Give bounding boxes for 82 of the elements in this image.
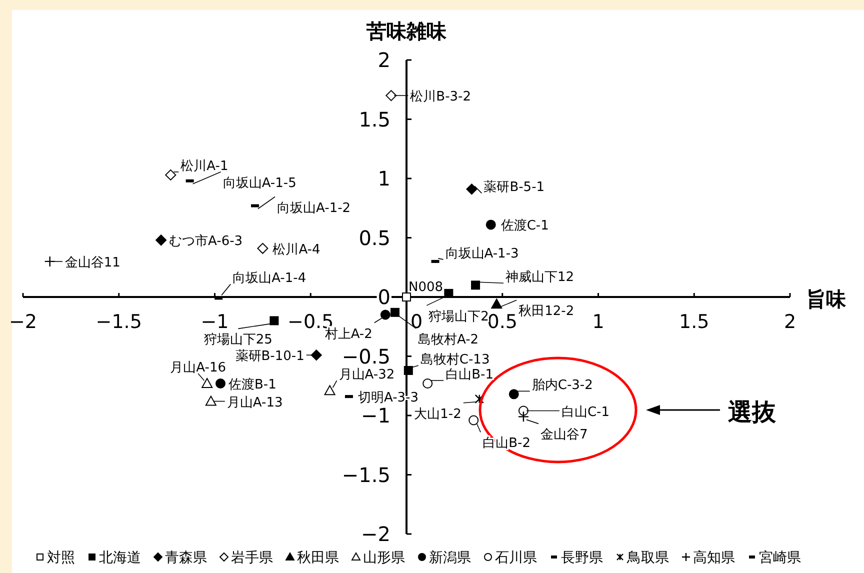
annotation: 月山A-13: [226, 395, 283, 410]
annotation: 松川A-1: [180, 158, 228, 174]
legend-label: 岩手県: [231, 550, 273, 566]
legend-label: 長野県: [561, 550, 603, 566]
annotation: 狩場山下2: [428, 309, 489, 324]
legend-label: 鳥取県: [626, 550, 669, 566]
point: [486, 220, 496, 230]
legend-label: 山形県: [363, 550, 405, 566]
legend-label: 青森県: [165, 550, 207, 566]
annotation: 向坂山A-1-5: [222, 176, 296, 191]
annotation: 佐渡C-1: [500, 218, 549, 234]
point: [422, 378, 433, 389]
x-tick-label: −1.5: [96, 311, 142, 333]
point: [202, 378, 213, 388]
x-tick-label: −2: [8, 311, 38, 333]
y-tick-label: −1.5: [342, 462, 390, 487]
x-tick-label: 1.5: [679, 311, 710, 333]
y-tick-label: −2: [361, 522, 390, 546]
annotation: 神威山下12: [506, 270, 574, 286]
annotation: 金山谷7: [540, 428, 588, 443]
annotation: 胎内C-3-2: [532, 378, 593, 394]
point: [471, 280, 480, 290]
point: [518, 406, 528, 416]
point: [324, 385, 336, 396]
x-tick-label: 0.5: [487, 311, 518, 333]
legend-label: 高知県: [693, 550, 735, 566]
point: [216, 378, 226, 389]
annotation: 選抜: [728, 398, 777, 426]
y-tick-label: −1: [361, 404, 390, 428]
annotation: 松川B-3-2: [410, 90, 472, 105]
point: [386, 90, 397, 102]
y-tick-label: 0: [378, 285, 390, 309]
point: [466, 184, 478, 195]
point: [257, 242, 268, 254]
x-tick-label: −1: [200, 311, 229, 333]
point: [390, 308, 400, 317]
annotation: 向坂山A-1-2: [277, 200, 351, 216]
annotation: 秋田12-2: [518, 304, 574, 320]
point: [518, 411, 530, 422]
annotation: 向坂山A-1-4: [232, 271, 306, 286]
y-tick-label: 0.5: [358, 226, 390, 250]
annotation: 狩場山下25: [204, 332, 272, 348]
y-tick-label: 1.5: [358, 107, 390, 132]
y-tick-label: 2: [378, 48, 390, 72]
legend-label: 石川県: [495, 550, 537, 566]
x-tick-label: 2: [784, 311, 796, 333]
annotation: 月山A-32: [338, 368, 395, 383]
annotation: 佐渡B-1: [228, 378, 276, 393]
legend-label: 秋田県: [297, 550, 339, 566]
annotation: 薬研B-5-1: [484, 180, 545, 196]
x-tick-label: 0: [410, 311, 423, 333]
annotation: 向坂山A-1-3: [445, 246, 519, 262]
point: [165, 169, 176, 180]
point: [468, 415, 479, 426]
point: [310, 350, 322, 361]
point: [205, 396, 216, 406]
legend-label: 新潟県: [429, 550, 471, 566]
annotation: 島牧村C-13: [420, 352, 490, 368]
annotation: 薬研B-10-1: [235, 349, 304, 364]
point: [508, 389, 519, 400]
legend-label: 宮崎県: [759, 550, 801, 566]
annotation: 大山1-2: [414, 406, 462, 422]
y-axis-title: 苦味雑味: [366, 19, 448, 43]
point: [404, 366, 413, 375]
annotation: むつ市A-6-3: [169, 234, 243, 250]
annotation: 松川A-4: [272, 242, 320, 258]
annotation: 白山C-1: [561, 404, 610, 420]
point: [156, 234, 167, 246]
annotation: 金山谷11: [64, 255, 120, 270]
x-axis-title: 旨味: [806, 287, 847, 311]
y-tick-label: −0.5: [342, 344, 390, 368]
legend-label: 北海道: [99, 550, 141, 566]
annotation: N008: [408, 280, 444, 295]
point: [270, 316, 279, 326]
x-tick-label: 1: [592, 311, 604, 333]
point: [44, 256, 56, 268]
annotation: 島牧村A-2: [418, 332, 479, 348]
annotation: 月山A-16: [170, 360, 226, 376]
annotation: 白山B-1: [446, 368, 494, 383]
point: [380, 310, 390, 320]
legend-label: 対照: [47, 550, 75, 566]
y-tick-label: 1: [378, 166, 390, 190]
